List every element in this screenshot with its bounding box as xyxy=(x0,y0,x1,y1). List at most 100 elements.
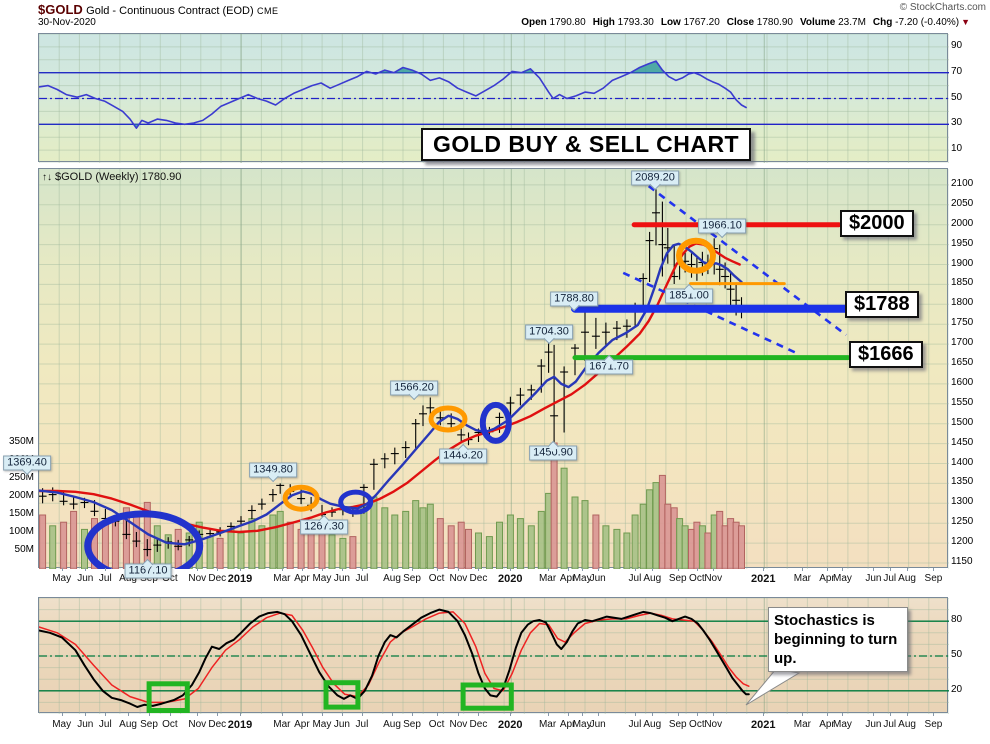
xaxis-tick xyxy=(61,568,63,571)
xaxis-label-nov-1: Nov xyxy=(704,719,723,730)
price-ytick-1900: 1900 xyxy=(951,257,974,269)
xaxis-tick xyxy=(197,568,199,571)
xaxis-label-may-1: May xyxy=(832,719,852,730)
stoch-d-line xyxy=(39,611,750,704)
xaxis-label-dec-0: Dec xyxy=(469,573,488,584)
xaxis-tick xyxy=(696,713,698,716)
xaxis-tick xyxy=(436,568,438,571)
xaxis-tick xyxy=(61,713,63,716)
price-callout-1788-80: 1788.80 xyxy=(550,291,598,312)
price-ytick-1850: 1850 xyxy=(951,277,974,289)
signal-circle-5 xyxy=(428,405,468,433)
price-ytick-2050: 2050 xyxy=(951,197,974,209)
xaxis-label-aug-0: Aug xyxy=(898,573,916,584)
xaxis-label-nov-0: Nov xyxy=(188,573,207,584)
xaxis-label-jun-1: Jun xyxy=(589,719,606,730)
xaxis-tick xyxy=(510,713,512,716)
price-ytick-1500: 1500 xyxy=(951,416,974,428)
xaxis-tick xyxy=(802,713,804,716)
xaxis-label-may-0: May xyxy=(572,573,592,584)
xaxis-tick xyxy=(105,713,107,716)
xaxis-tick xyxy=(510,568,512,571)
xaxis-tick xyxy=(907,713,909,716)
level-label-2000: $2000 xyxy=(840,210,914,237)
xaxis-label-nov-0: Nov xyxy=(449,573,468,584)
price-ytick-1250: 1250 xyxy=(951,516,974,528)
xaxis-tick xyxy=(567,568,569,571)
xaxis-label-jun-1: Jun xyxy=(77,719,94,730)
xaxis-tick xyxy=(597,568,599,571)
downtrend-dashed-line-2 xyxy=(622,271,797,355)
xaxis-label-jun-0: Jun xyxy=(333,573,350,584)
xaxis-tick xyxy=(85,713,87,716)
xaxis-label-oct-1: Oct xyxy=(428,719,445,730)
price-ytick-1150: 1150 xyxy=(951,556,973,568)
exchange-label: CME xyxy=(257,6,279,16)
xaxis-tick xyxy=(567,713,569,716)
buy-signal-box-1 xyxy=(146,681,190,714)
price-callout-1349-80: 1349.80 xyxy=(249,462,297,483)
price-ytick-1450: 1450 xyxy=(951,436,974,448)
quote-open-value: 1790.80 xyxy=(546,17,586,28)
price-ytick-1200: 1200 xyxy=(951,536,974,548)
xaxis-label-dec-0: Dec xyxy=(208,573,227,584)
xaxis-tick xyxy=(763,568,765,571)
price-callout-1446-20: 1446.20 xyxy=(439,443,487,464)
xaxis-label-mar-1: Mar xyxy=(273,719,291,730)
quote-line: Open 1790.80 High 1793.30 Low 1767.20 Close… xyxy=(514,17,970,28)
xaxis-label-mar-0: Mar xyxy=(273,573,291,584)
xaxis-tick xyxy=(873,713,875,716)
xaxis-tick xyxy=(281,568,283,571)
symbol-label: $GOLD xyxy=(38,2,83,17)
price-ytick-1750: 1750 xyxy=(951,317,974,329)
xaxis-tick xyxy=(478,713,480,716)
xaxis-tick xyxy=(713,568,715,571)
xaxis-label-apr-1: Apr xyxy=(819,719,835,730)
price-callout-1167-10: 1167.10 xyxy=(124,558,172,579)
xaxis-tick xyxy=(652,568,654,571)
xaxis-label-aug-1: Aug xyxy=(383,719,401,730)
xaxis-tick xyxy=(301,568,303,571)
xaxis-tick xyxy=(677,568,679,571)
price-ytick-1800: 1800 xyxy=(951,297,974,309)
xaxis-label-jun-1: Jun xyxy=(865,719,882,730)
stoch-ytick-80: 80 xyxy=(951,614,963,626)
quote-volume-label: Volume xyxy=(799,17,836,28)
xaxis-label-oct-0: Oct xyxy=(428,573,445,584)
buy-signal-box-2 xyxy=(323,680,361,710)
xaxis-tick xyxy=(128,713,130,716)
xaxis-label-sep-0: Sep xyxy=(924,573,943,584)
xaxis-label-sep-0: Sep xyxy=(403,573,421,584)
price-ytick-1400: 1400 xyxy=(951,456,974,468)
price-ytick-1650: 1650 xyxy=(951,357,974,369)
xaxis-tick xyxy=(149,713,151,716)
xaxis-label-jul-0: Jul xyxy=(883,573,897,584)
price-ytick-1950: 1950 xyxy=(951,237,974,249)
xaxis-tick xyxy=(412,713,413,716)
signal-circle-2 xyxy=(338,489,374,515)
xaxis-label-mar-1: Mar xyxy=(538,719,557,730)
xaxis-tick xyxy=(341,713,343,716)
xaxis-tick xyxy=(763,713,765,716)
xaxis-tick xyxy=(907,568,909,571)
xaxis-tick xyxy=(933,713,935,716)
quote-low-label: Low xyxy=(660,17,681,28)
xaxis-label-oct-0: Oct xyxy=(689,573,705,584)
updown-arrows-icon[interactable]: ↑↓ xyxy=(42,172,52,183)
signal-circle-6 xyxy=(676,237,716,274)
xaxis-tick xyxy=(240,568,242,571)
xaxis-tick xyxy=(391,713,393,716)
price-panel xyxy=(38,168,949,569)
quote-high-value: 1793.30 xyxy=(614,17,654,28)
main-chart-legend: ↑↓ $GOLD (Weekly) 1780.90 xyxy=(42,171,181,183)
rsi-extreme-fill-above xyxy=(39,61,747,73)
xaxis-tick xyxy=(281,713,283,716)
xaxis-tick xyxy=(696,568,698,571)
xaxis-label-jul-1: Jul xyxy=(883,719,897,730)
xaxis-label-dec-1: Dec xyxy=(208,719,227,730)
xaxis-tick xyxy=(478,568,480,571)
xaxis-label-sep-1: Sep xyxy=(668,719,687,730)
volume-ytick-150: 150M xyxy=(8,508,34,519)
xaxis-tick xyxy=(458,568,460,571)
